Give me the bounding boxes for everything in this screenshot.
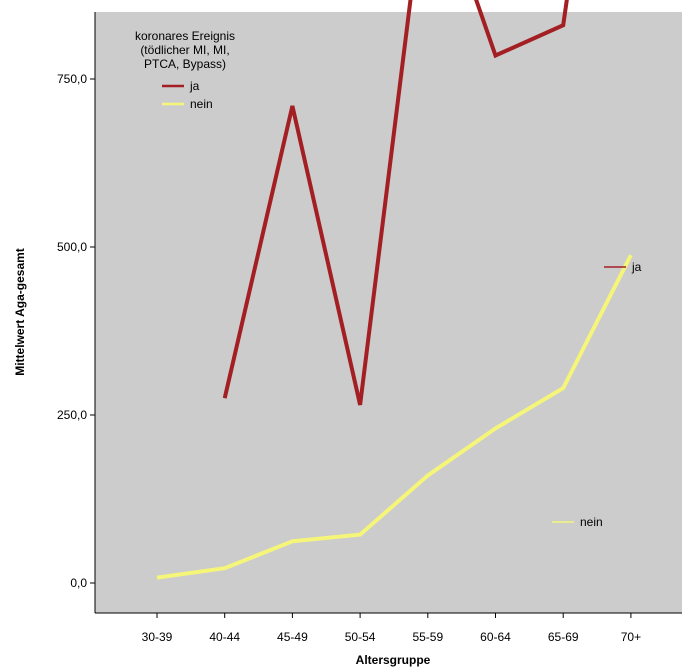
x-tick-label: 60-64 bbox=[480, 630, 511, 644]
legend: koronares Ereignis (tödlicher MI, MI, PT… bbox=[135, 29, 235, 111]
y-axis-title: Mittelwert Aga-gesamt bbox=[13, 248, 27, 376]
x-tick-label: 70+ bbox=[621, 630, 641, 644]
x-axis-title: Altersgruppe bbox=[356, 653, 431, 667]
x-axis-ticks: 30-39 40-44 45-49 50-54 55-59 60-64 65-69 70+ bbox=[142, 613, 641, 644]
legend-label-ja: ja bbox=[189, 79, 200, 93]
x-tick-label: 50-54 bbox=[345, 630, 376, 644]
legend-label-nein: nein bbox=[190, 97, 213, 111]
x-tick-label: 30-39 bbox=[142, 630, 173, 644]
series-layer bbox=[156, 0, 633, 580]
series-line-nein bbox=[156, 254, 633, 580]
y-tick-label: 750,0 bbox=[57, 72, 87, 86]
series-line-ja bbox=[222, 0, 569, 406]
x-tick-label: 40-44 bbox=[209, 630, 240, 644]
legend-title-line-3: PTCA, Bypass) bbox=[144, 57, 226, 71]
end-label-ja: ja bbox=[631, 260, 642, 274]
y-tick-label: 0,0 bbox=[70, 576, 87, 590]
y-tick-label: 500,0 bbox=[57, 240, 87, 254]
legend-title-line-2: (tödlicher MI, MI, bbox=[140, 43, 229, 57]
legend-title-line-1: koronares Ereignis bbox=[135, 29, 235, 43]
y-tick-label: 250,0 bbox=[57, 408, 87, 422]
x-tick-label: 55-59 bbox=[412, 630, 443, 644]
plot-area bbox=[95, 12, 682, 613]
series-end-label-nein: nein bbox=[552, 515, 603, 529]
end-label-nein: nein bbox=[580, 515, 603, 529]
series-end-label-ja: ja bbox=[604, 260, 642, 274]
x-tick-label: 45-49 bbox=[277, 630, 308, 644]
x-tick-label: 65-69 bbox=[548, 630, 579, 644]
